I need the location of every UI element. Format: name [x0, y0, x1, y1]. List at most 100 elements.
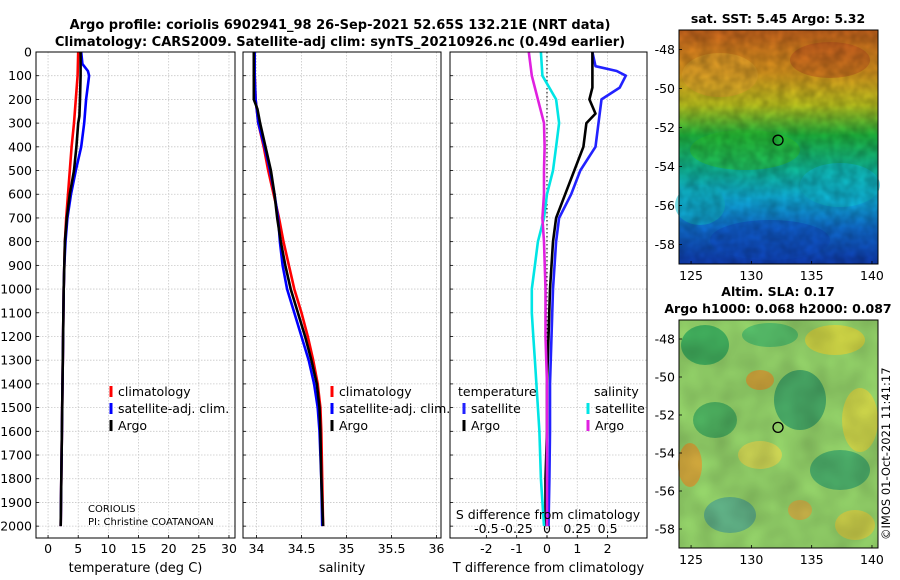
x-tick-label: 2	[604, 541, 612, 556]
legend-s-satellite-label: satellite	[595, 401, 645, 416]
depth-tick-label: 2000	[0, 519, 32, 534]
sst-map-title: sat. SST: 5.45 Argo: 5.32	[691, 11, 865, 26]
series-line-argo	[59, 52, 82, 527]
depth-tick-label: 100	[8, 68, 32, 83]
depth-tick-label: 1500	[0, 400, 32, 415]
s-tick-label: -0.25	[501, 521, 533, 536]
legend-t-satellite-label: satellite	[471, 401, 521, 416]
legend-satellite-label: satellite-adj. clim.	[118, 401, 229, 416]
map-y-tick-label: -52	[655, 408, 675, 423]
x-axis-label: temperature (deg C)	[69, 561, 203, 576]
legend-temperature-title: temperature	[458, 384, 537, 399]
depth-tick-label: 1800	[0, 471, 32, 486]
map-x-tick-label: 135	[800, 552, 824, 567]
x-tick-label: 5	[74, 541, 82, 556]
legend-climatology-label: climatology	[118, 384, 191, 399]
float-pi-label: PI: Christine COATANOAN	[88, 517, 214, 528]
legend-s-argo-label: Argo	[595, 418, 624, 433]
legend-satellite-label: satellite-adj. clim.	[339, 401, 450, 416]
imos-watermark: ©IMOS 01-Oct-2021 11:41:17	[879, 367, 893, 540]
sla-map-axes: 125 130 135 140 -48 -50 -52 -54 -56 -58	[655, 332, 884, 568]
map-y-tick-label: -52	[655, 120, 675, 135]
series-line-s-argo	[527, 51, 549, 527]
plot-frame	[35, 51, 236, 539]
depth-tick-label: 1700	[0, 448, 32, 463]
sst-map: sat. SST: 5.45 Argo: 5.32 125 130 135 140 -4…	[655, 11, 884, 283]
series-line-s-satellite	[530, 51, 561, 527]
map-x-tick-label: 130	[739, 552, 763, 567]
map-y-tick-label: -48	[655, 42, 675, 57]
map-y-tick-label: -56	[655, 484, 675, 499]
float-dac-label: CORIOLIS	[88, 504, 136, 515]
x-axis-label: T difference from climatology	[452, 561, 645, 576]
legend-argo-label: Argo	[339, 418, 368, 433]
temperature-panel: 0 5 10 15 20 25 30 temperature (deg C)	[35, 51, 237, 576]
map-y-tick-label: -54	[655, 159, 675, 174]
map-y-tick-label: -58	[655, 522, 675, 537]
x-tick-label: 0	[44, 541, 52, 556]
depth-tick-label: 1400	[0, 376, 32, 391]
legend-argo-label: Argo	[118, 418, 147, 433]
sla-map-title-line2: Argo h1000: 0.068 h2000: 0.087	[664, 301, 891, 316]
plot-frame	[449, 51, 648, 539]
series-line-satellite-adj-clim-	[253, 52, 324, 527]
sla-map-title-line1: Altim. SLA: 0.17	[721, 284, 834, 299]
sst-map-noise	[679, 30, 878, 264]
x-tick-label: 1	[573, 541, 581, 556]
legend-salinity-title: salinity	[594, 384, 639, 399]
x-tick-label: 30	[221, 541, 237, 556]
depth-tick-label: 700	[8, 210, 32, 225]
difference-panel: -2 -1 0 1 2 -0.5 -0.25 0 0.25 0.5 T difference fro…	[449, 51, 648, 576]
depth-tick-label: 500	[8, 163, 32, 178]
salinity-panel: 34 34.5 35 35.5 36 salinity	[242, 51, 444, 576]
plot-area	[243, 52, 441, 538]
depth-tick-label: 400	[8, 139, 32, 154]
map-y-tick-label: -50	[655, 370, 675, 385]
s-tick-label: 0.5	[598, 521, 618, 536]
map-y-tick-label: -48	[655, 332, 675, 347]
temperature-legend: climatology satellite-adj. clim. Argo CO…	[88, 384, 229, 528]
title-line2: Climatology: CARS2009. Satellite-adj cli…	[55, 35, 625, 50]
x-tick-label: 0	[543, 541, 551, 556]
x-tick-label: -2	[480, 541, 492, 556]
depth-tick-label: 1600	[0, 424, 32, 439]
map-y-tick-label: -54	[655, 446, 675, 461]
sla-argo-marker	[772, 421, 784, 434]
map-x-tick-label: 130	[739, 268, 763, 283]
x-tick-label: 10	[100, 541, 116, 556]
sla-map-noise	[679, 320, 878, 548]
legend-climatology-label: climatology	[339, 384, 412, 399]
sla-map: Altim. SLA: 0.17 Argo h1000: 0.068 h2000…	[655, 284, 892, 567]
map-x-tick-label: 135	[800, 268, 824, 283]
depth-tick-label: 1000	[0, 282, 32, 297]
sst-map-axes: 125 130 135 140 -48 -50 -52 -54 -56 -58	[655, 42, 884, 283]
x-tick-label: 34	[249, 541, 265, 556]
depth-tick-label: 900	[8, 258, 32, 273]
map-y-tick-label: -58	[655, 237, 675, 252]
sst-map-frame	[678, 29, 879, 265]
series-line-argo	[252, 52, 325, 527]
s-tick-label: 0	[543, 521, 551, 536]
map-x-tick-label: 125	[679, 552, 703, 567]
depth-axis: 0 100 200 300 400 500 600 700 800 900 1000 1100 1200…	[0, 45, 32, 534]
sst-argo-marker	[772, 134, 784, 146]
sla-map-frame	[678, 319, 879, 549]
salinity-legend: climatology satellite-adj. clim. Argo	[330, 384, 450, 433]
s-tick-label: -0.5	[474, 521, 498, 536]
depth-tick-label: 200	[8, 92, 32, 107]
depth-tick-label: 1200	[0, 329, 32, 344]
x-tick-label: 15	[131, 541, 147, 556]
x-tick-label: 35	[339, 541, 355, 556]
x-tick-label: 35.5	[378, 541, 406, 556]
map-x-tick-label: 140	[860, 268, 884, 283]
depth-tick-label: 1100	[0, 305, 32, 320]
x-tick-label: 20	[161, 541, 177, 556]
x-axis-label: salinity	[319, 561, 366, 576]
x-tick-label: -1	[510, 541, 522, 556]
depth-tick-label: 0	[24, 45, 32, 60]
title-line1: Argo profile: coriolis 6902941_98 26-Sep…	[70, 18, 611, 33]
plot-frame	[242, 51, 442, 539]
depth-tick-label: 300	[8, 116, 32, 131]
depth-tick-label: 1300	[0, 353, 32, 368]
x-tick-label: 34.5	[288, 541, 316, 556]
